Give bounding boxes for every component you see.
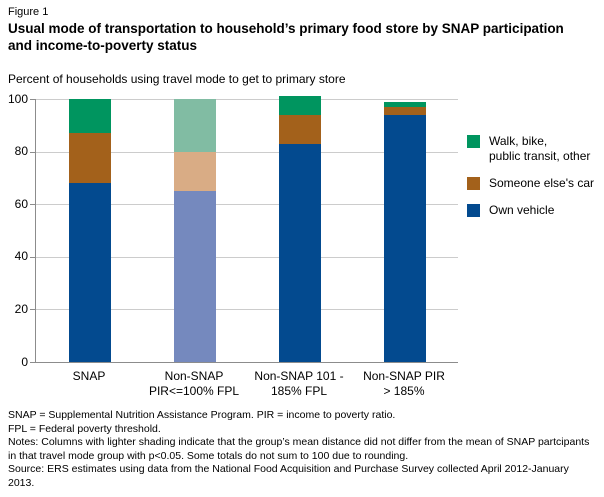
bar-2 [174,99,216,362]
y-tick-mark-100 [30,99,35,100]
y-tick-mark-60 [30,204,35,206]
bar-4 [384,101,426,362]
bar-1-segment [69,133,111,184]
footnote-notes: Notes: Columns with lighter shading indi… [8,436,590,462]
bar-3-segment [279,114,321,144]
legend-item-1: Walk, bike, public transit, other [467,134,603,164]
bar-4-segment [384,106,426,115]
y-tick-label-20: 20 [14,301,28,316]
figure-title: Usual mode of transportation to househol… [8,21,596,54]
bar-1-segment [69,183,111,362]
legend-item-2: Someone else's car [467,176,603,191]
figure-label: Figure 1 [8,6,49,18]
legend-swatch-icon [467,135,480,148]
gridline-40 [36,256,458,258]
y-tick-label-80: 80 [14,144,28,159]
legend-label: Walk, bike, public transit, other [489,134,591,163]
y-tick-label-40: 40 [14,249,28,264]
footnote-abbreviations: SNAP = Supplemental Nutrition Assistance… [8,409,396,421]
x-tick-label-3: Non-SNAP 101 - 185% FPL [254,369,344,398]
x-tick-label-1: SNAP [72,369,106,383]
bar-3 [279,96,321,362]
legend-item-3: Own vehicle [467,203,603,218]
plot-area [35,96,458,363]
figure-title-line2: and income-to-poverty status [8,37,198,53]
y-tick-mark-0 [30,362,35,363]
gridline-20 [36,309,458,311]
bar-2-segment [174,99,216,152]
bar-4-segment [384,114,426,362]
footnote-source: Source: ERS estimates using data from th… [8,463,569,489]
bar-2-segment [174,151,216,192]
bar-3-segment [279,143,321,362]
y-tick-label-60: 60 [14,196,28,211]
y-tick-label-0: 0 [21,354,28,369]
bar-3-segment [279,96,321,115]
bar-1-segment [69,99,111,134]
x-tick-label-2: Non-SNAP PIR<=100% FPL [148,369,240,398]
x-tick-label-4: Non-SNAP PIR > 185% [363,369,445,398]
gridline-80 [36,151,458,153]
y-tick-mark-20 [30,309,35,311]
y-tick-label-100: 100 [7,91,28,106]
gridline-100 [36,99,458,100]
legend-label: Someone else's car [489,176,595,190]
legend-swatch-icon [467,177,480,190]
chart-legend: Walk, bike, public transit, other Someone… [467,134,603,230]
figure-title-line1: Usual mode of transportation to househol… [8,21,564,36]
gridline-60 [36,204,458,206]
y-tick-mark-40 [30,256,35,258]
footnote-fpl: FPL = Federal poverty threshold. [8,422,161,435]
y-axis-title: Percent of households using travel mode … [8,72,346,86]
footnotes: SNAP = Supplemental Nutrition Assistance… [8,409,598,490]
stacked-bar-chart: Walk, bike, public transit, other Someone… [0,88,604,408]
bar-1 [69,99,111,362]
bar-2-segment [174,191,216,362]
y-tick-mark-80 [30,151,35,153]
legend-swatch-icon [467,204,480,217]
legend-label: Own vehicle [489,203,555,217]
bar-4-segment [384,101,426,107]
